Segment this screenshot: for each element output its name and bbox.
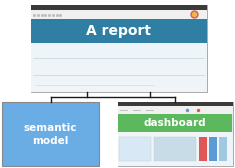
- FancyBboxPatch shape: [118, 114, 232, 132]
- FancyBboxPatch shape: [118, 102, 233, 166]
- FancyBboxPatch shape: [31, 5, 207, 10]
- Text: A report: A report: [86, 24, 151, 38]
- FancyBboxPatch shape: [118, 132, 233, 166]
- FancyBboxPatch shape: [219, 137, 227, 161]
- FancyBboxPatch shape: [209, 137, 217, 161]
- FancyBboxPatch shape: [31, 44, 207, 92]
- FancyBboxPatch shape: [119, 137, 151, 161]
- FancyBboxPatch shape: [31, 10, 207, 19]
- FancyBboxPatch shape: [31, 5, 207, 92]
- Text: dashboard: dashboard: [144, 118, 206, 128]
- FancyBboxPatch shape: [118, 106, 233, 114]
- FancyBboxPatch shape: [118, 102, 233, 106]
- FancyBboxPatch shape: [31, 19, 207, 44]
- FancyBboxPatch shape: [154, 137, 196, 161]
- FancyBboxPatch shape: [199, 137, 207, 161]
- Text: semantic
model: semantic model: [24, 123, 77, 146]
- FancyBboxPatch shape: [2, 102, 99, 166]
